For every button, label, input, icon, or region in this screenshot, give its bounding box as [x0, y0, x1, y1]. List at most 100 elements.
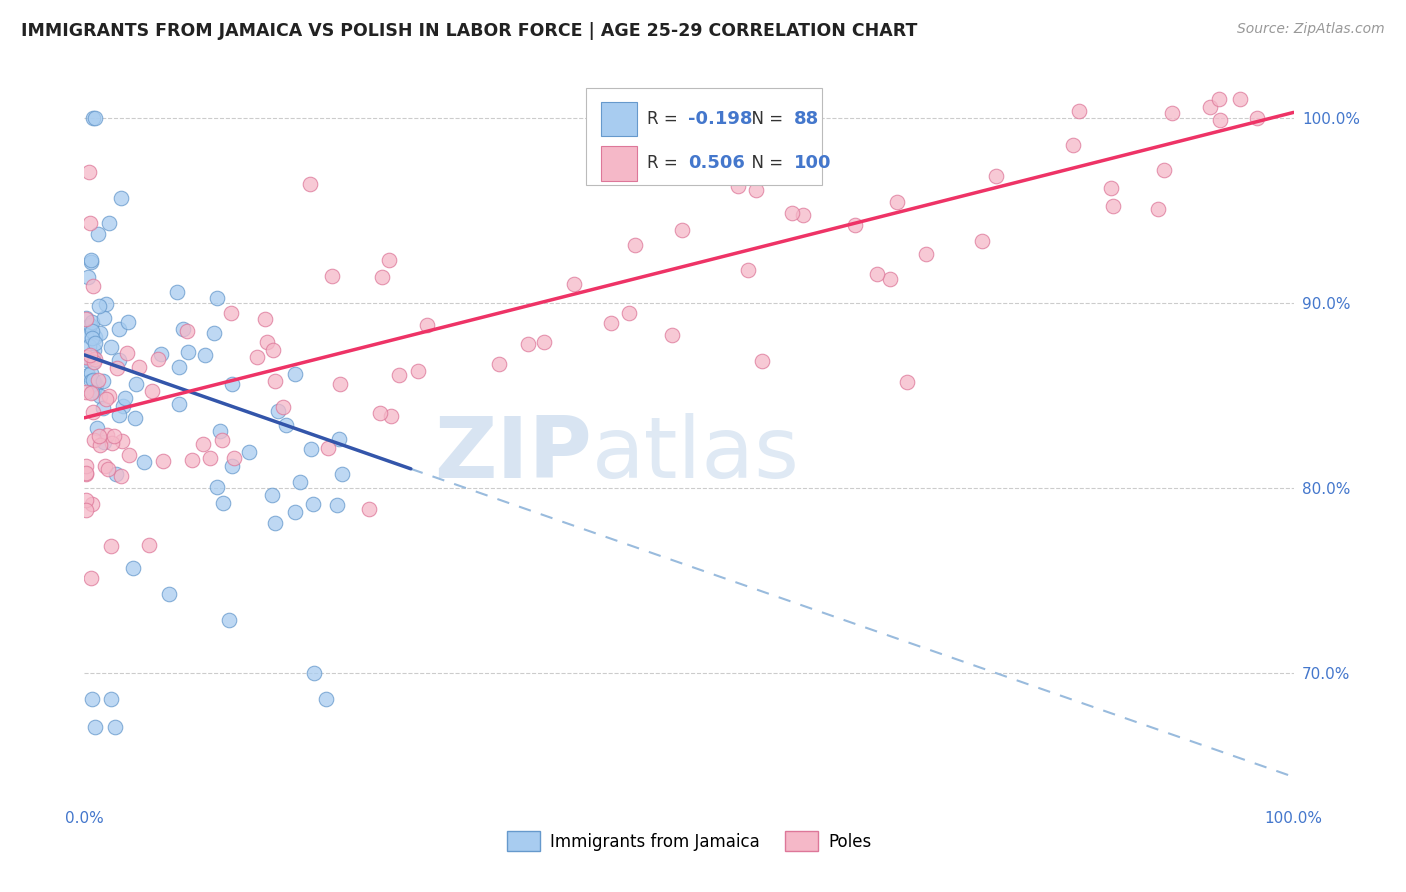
Point	[896, 375, 918, 389]
Point	[87, 429, 110, 443]
Text: R =: R =	[647, 110, 683, 128]
Point	[80, 253, 103, 268]
Point	[117, 315, 139, 329]
Point	[176, 345, 198, 359]
Point	[94, 296, 117, 310]
Point	[100, 539, 122, 553]
Point	[357, 502, 380, 516]
Point	[1062, 137, 1084, 152]
Text: atlas: atlas	[592, 413, 800, 496]
Point	[1199, 100, 1222, 114]
Point	[194, 348, 217, 362]
Point	[302, 666, 325, 681]
Point	[100, 341, 122, 355]
Point	[80, 692, 103, 706]
Point	[83, 434, 105, 448]
Point	[267, 404, 290, 418]
Point	[77, 164, 100, 178]
Point	[792, 208, 814, 222]
Point	[599, 316, 621, 330]
Point	[83, 376, 105, 391]
Point	[108, 408, 131, 422]
Point	[79, 217, 101, 231]
Point	[368, 406, 391, 420]
Point	[76, 353, 98, 368]
Point	[246, 351, 269, 365]
Point	[972, 234, 994, 248]
Point	[208, 424, 231, 438]
Point	[91, 401, 114, 416]
Point	[380, 409, 402, 423]
Point	[84, 335, 107, 350]
Point	[80, 497, 103, 511]
Point	[94, 458, 117, 473]
Point	[844, 218, 866, 232]
Point	[89, 437, 111, 451]
Point	[101, 435, 124, 450]
Point	[727, 178, 749, 193]
Text: 0.506: 0.506	[688, 154, 745, 172]
FancyBboxPatch shape	[600, 102, 637, 136]
Point	[118, 448, 141, 462]
Point	[751, 353, 773, 368]
Point	[89, 389, 111, 403]
Point	[82, 350, 104, 364]
Point	[75, 350, 97, 364]
Point	[301, 497, 323, 511]
Legend: Immigrants from Jamaica, Poles: Immigrants from Jamaica, Poles	[501, 825, 877, 857]
Point	[1246, 111, 1268, 125]
Point	[93, 435, 115, 450]
Point	[533, 335, 555, 350]
Point	[488, 357, 510, 371]
Point	[737, 262, 759, 277]
Point	[264, 516, 287, 531]
Point	[93, 311, 115, 326]
Point	[284, 367, 307, 381]
Point	[1067, 103, 1090, 118]
Point	[146, 351, 169, 366]
Point	[370, 269, 392, 284]
Point	[84, 111, 107, 125]
Point	[316, 441, 339, 455]
Point	[108, 322, 131, 336]
Point	[121, 560, 143, 574]
Text: ZIP: ZIP	[434, 413, 592, 496]
Point	[1146, 202, 1168, 217]
Point	[149, 347, 172, 361]
Point	[224, 451, 246, 466]
Point	[984, 169, 1007, 184]
Point	[886, 194, 908, 209]
Point	[83, 383, 105, 397]
Point	[75, 459, 97, 474]
Point	[172, 321, 194, 335]
Point	[115, 346, 138, 360]
Point	[330, 467, 353, 482]
Text: N =: N =	[741, 154, 789, 172]
Point	[284, 505, 307, 519]
Point	[114, 391, 136, 405]
Point	[80, 315, 103, 329]
Point	[111, 434, 134, 448]
Point	[79, 385, 101, 400]
Point	[112, 399, 135, 413]
Point	[299, 442, 322, 457]
Point	[866, 267, 889, 281]
Point	[84, 378, 107, 392]
Text: 88: 88	[794, 110, 820, 128]
Text: 100: 100	[794, 154, 831, 172]
Point	[915, 247, 938, 261]
Point	[79, 318, 101, 333]
Point	[77, 339, 100, 353]
Point	[87, 300, 110, 314]
Point	[238, 445, 260, 459]
Point	[75, 493, 97, 508]
Point	[176, 325, 198, 339]
Point	[166, 285, 188, 299]
Point	[254, 312, 277, 326]
Text: -0.198: -0.198	[688, 110, 752, 128]
Point	[1099, 181, 1122, 195]
Point	[260, 487, 283, 501]
Point	[97, 462, 120, 476]
Point	[326, 498, 349, 512]
Point	[83, 351, 105, 366]
